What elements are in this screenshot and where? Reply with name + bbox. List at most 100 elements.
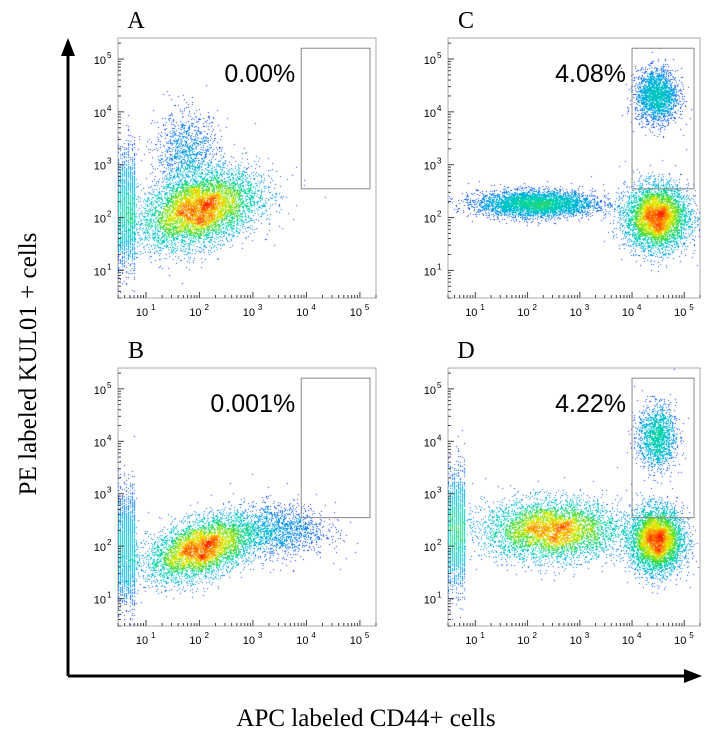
panel-letter: C — [458, 8, 474, 34]
x-tick-label-exponent: 3 — [258, 303, 263, 312]
x-tick-label-exponent: 1 — [151, 303, 156, 312]
y-tick-label: 10 — [94, 542, 106, 554]
x-tick-label-exponent: 4 — [311, 303, 316, 312]
x-tick-label-exponent: 5 — [365, 303, 370, 312]
y-tick-label: 10 — [94, 385, 106, 397]
y-tick-label-exponent: 4 — [437, 104, 442, 113]
x-tick-label-exponent: 4 — [311, 631, 316, 640]
x-axis-arrow — [68, 669, 702, 683]
density-dots — [118, 368, 376, 626]
y-tick-label-exponent: 4 — [107, 104, 112, 113]
y-tick-label: 10 — [94, 108, 106, 120]
x-tick-label-exponent: 3 — [258, 631, 263, 640]
x-tick-label: 10 — [189, 307, 201, 319]
panel-letter: B — [128, 338, 144, 364]
y-axis-arrow — [61, 38, 75, 676]
x-tick-label-exponent: 5 — [365, 631, 370, 640]
y-tick-label-exponent: 5 — [437, 381, 442, 390]
y-tick-label: 10 — [94, 161, 106, 173]
x-tick-label: 10 — [350, 307, 362, 319]
x-tick-label: 10 — [296, 307, 308, 319]
x-tick-label: 10 — [136, 635, 148, 647]
x-tick-label-exponent: 1 — [480, 303, 485, 312]
y-tick-label-exponent: 4 — [107, 433, 112, 442]
gate-rectangle — [631, 47, 695, 190]
y-tick-label: 10 — [94, 490, 106, 502]
x-axis-title: APC labeled CD44+ cells — [236, 705, 495, 732]
density-dots — [448, 368, 700, 626]
gate-rectangle — [631, 377, 695, 519]
gate-rectangle — [300, 47, 371, 190]
y-tick-label-exponent: 1 — [107, 262, 112, 271]
x-tick-label: 10 — [674, 307, 686, 319]
x-tick-label-exponent: 5 — [689, 631, 694, 640]
panel-d: 10 110 110 210 210 310 310 410 410 510 5D4.22% — [424, 338, 701, 647]
y-tick-label: 10 — [94, 266, 106, 278]
y-tick-label: 10 — [424, 437, 436, 449]
x-tick-label: 10 — [243, 635, 255, 647]
x-tick-label-exponent: 4 — [637, 303, 642, 312]
x-tick-label: 10 — [136, 307, 148, 319]
gate-percentage-label: 4.08% — [555, 60, 626, 88]
y-tick-label-exponent: 1 — [437, 591, 442, 600]
y-tick-label-exponent: 2 — [107, 538, 112, 547]
x-tick-label: 10 — [517, 635, 529, 647]
x-tick-label: 10 — [622, 635, 634, 647]
panel-b: 10 110 110 210 210 310 310 410 410 510 5B0.001% — [94, 338, 377, 647]
x-tick-label: 10 — [570, 635, 582, 647]
gate-percentage-label: 4.22% — [555, 390, 626, 418]
x-tick-label: 10 — [189, 635, 201, 647]
y-tick-label: 10 — [424, 542, 436, 554]
y-tick-label: 10 — [424, 55, 436, 67]
x-tick-label-exponent: 3 — [585, 303, 590, 312]
y-tick-label-exponent: 4 — [437, 433, 442, 442]
gate-rectangle — [300, 377, 371, 519]
x-tick-label: 10 — [517, 307, 529, 319]
x-tick-label: 10 — [465, 307, 477, 319]
panel-a: 10 110 110 210 210 310 310 410 410 510 5A0.00% — [94, 8, 377, 319]
x-tick-label: 10 — [296, 635, 308, 647]
x-tick-label-exponent: 3 — [585, 631, 590, 640]
x-tick-label: 10 — [570, 307, 582, 319]
y-tick-label: 10 — [424, 490, 436, 502]
y-tick-label: 10 — [424, 161, 436, 173]
gate-percentage-label: 0.00% — [224, 60, 295, 88]
x-tick-label-exponent: 2 — [533, 303, 538, 312]
panel-letter: D — [457, 338, 474, 364]
y-axis-title: PE labeled KUL01 + cells — [15, 233, 42, 496]
y-tick-label-exponent: 2 — [437, 210, 442, 219]
panel-c: 10 110 110 210 210 310 310 410 410 510 5C4.08% — [424, 8, 701, 319]
x-tick-label-exponent: 1 — [480, 631, 485, 640]
y-tick-label: 10 — [424, 108, 436, 120]
y-tick-label: 10 — [424, 385, 436, 397]
y-tick-label: 10 — [94, 55, 106, 67]
density-dots — [448, 38, 700, 298]
y-tick-label: 10 — [94, 437, 106, 449]
y-tick-label: 10 — [94, 214, 106, 226]
y-tick-label-exponent: 5 — [107, 51, 112, 60]
x-tick-label-exponent: 1 — [151, 631, 156, 640]
y-tick-label: 10 — [424, 214, 436, 226]
x-tick-label: 10 — [622, 307, 634, 319]
x-tick-label: 10 — [674, 635, 686, 647]
y-tick-label-exponent: 2 — [437, 538, 442, 547]
y-tick-label-exponent: 1 — [437, 262, 442, 271]
y-tick-label-exponent: 3 — [437, 157, 442, 166]
panel-letter: A — [127, 8, 145, 34]
y-tick-label: 10 — [424, 266, 436, 278]
y-tick-label-exponent: 3 — [107, 486, 112, 495]
density-dots — [118, 38, 376, 298]
x-tick-label-exponent: 5 — [689, 303, 694, 312]
x-tick-label-exponent: 4 — [637, 631, 642, 640]
y-tick-label-exponent: 3 — [107, 157, 112, 166]
y-tick-label-exponent: 2 — [107, 210, 112, 219]
y-tick-label-exponent: 5 — [107, 381, 112, 390]
gate-percentage-label: 0.001% — [210, 390, 295, 418]
panels: 10 110 110 210 210 310 310 410 410 510 5A0.00%10 11… — [94, 8, 701, 647]
y-tick-label-exponent: 1 — [107, 591, 112, 600]
x-tick-label: 10 — [350, 635, 362, 647]
y-tick-label-exponent: 5 — [437, 51, 442, 60]
x-tick-label-exponent: 2 — [204, 303, 209, 312]
x-tick-label-exponent: 2 — [533, 631, 538, 640]
